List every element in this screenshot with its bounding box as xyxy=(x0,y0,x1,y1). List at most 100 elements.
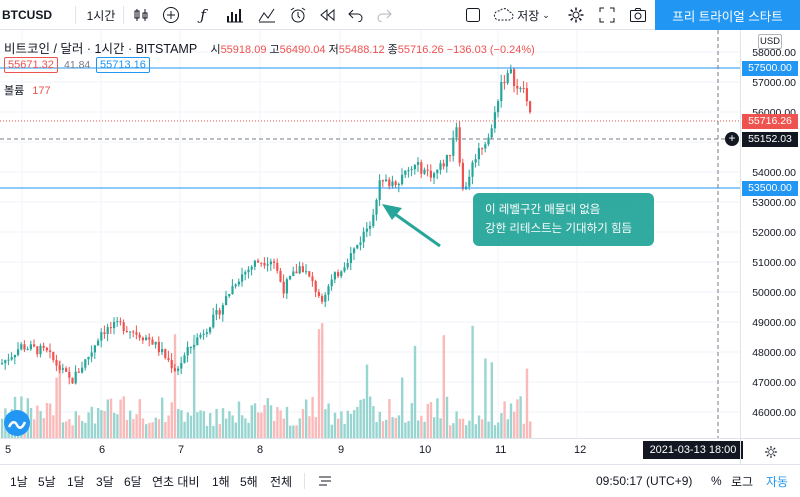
volume-bar xyxy=(81,421,84,438)
auto-toggle[interactable]: 자동 xyxy=(766,474,789,489)
candle-body xyxy=(295,271,298,274)
price-axis[interactable] xyxy=(740,30,800,438)
candle-body xyxy=(241,274,244,282)
volume-bar xyxy=(401,377,404,438)
plus-circle-icon[interactable] xyxy=(160,0,182,30)
camera-icon[interactable] xyxy=(626,0,650,30)
volume-bar xyxy=(292,425,295,438)
range-1d[interactable]: 1날 xyxy=(10,474,28,489)
candle-body xyxy=(365,228,368,232)
candles xyxy=(1,64,532,385)
sell-price[interactable]: 55671.32 xyxy=(4,57,58,73)
range-6m[interactable]: 6달 xyxy=(124,474,142,489)
candle-body xyxy=(343,267,346,272)
undo-icon[interactable] xyxy=(346,0,366,30)
candle-body xyxy=(193,345,196,347)
volume-bar xyxy=(189,415,193,438)
volume-bar xyxy=(407,420,410,438)
percent-toggle[interactable]: % xyxy=(711,474,722,488)
candle-body xyxy=(394,181,397,186)
buy-price[interactable]: 55713.16 xyxy=(96,57,150,73)
fx-icon[interactable]: ƒ xyxy=(200,6,206,24)
volume-bar xyxy=(97,407,100,438)
settings-icon[interactable] xyxy=(764,445,778,459)
volume-bar xyxy=(244,418,247,438)
volume-bar xyxy=(49,403,52,438)
clock-timezone[interactable]: 09:50:17 (UTC+9) xyxy=(596,474,693,488)
volume-bar xyxy=(410,403,413,438)
redo-icon[interactable] xyxy=(374,0,394,30)
range-5y[interactable]: 5해 xyxy=(240,474,258,489)
candle-body xyxy=(449,154,452,156)
volume-bar xyxy=(289,425,292,438)
range-3m[interactable]: 3달 xyxy=(96,474,114,489)
candle-body xyxy=(225,296,228,306)
spread-value: 41.84 xyxy=(64,59,91,71)
volume-bar xyxy=(465,425,468,438)
candle-body xyxy=(122,322,125,332)
volume-bar xyxy=(74,411,77,438)
alarm-icon[interactable] xyxy=(287,0,309,30)
volume-bar xyxy=(260,412,263,438)
replay-icon[interactable] xyxy=(316,0,338,30)
log-toggle[interactable]: 로그 xyxy=(731,474,754,489)
candle-body xyxy=(317,291,320,297)
candle-body xyxy=(45,347,48,351)
candle-body xyxy=(39,345,42,355)
range-all[interactable]: 전체 xyxy=(270,474,293,489)
tradingview-logo-icon[interactable] xyxy=(4,410,30,436)
candle-body xyxy=(221,305,224,315)
volume-bar xyxy=(474,424,477,438)
volume-legend[interactable]: 볼륨 177 xyxy=(4,82,51,98)
candle-body xyxy=(10,357,13,360)
candle-body xyxy=(279,270,282,282)
candle-body xyxy=(202,333,205,335)
volume-bar xyxy=(458,418,461,438)
candle-body xyxy=(263,262,266,266)
save-button[interactable]: 저장 ⌄ xyxy=(492,0,550,30)
symbol-title[interactable]: 비트코인 / 달러 · 1시간 · BITSTAMP xyxy=(4,42,197,56)
candle-body xyxy=(513,69,516,86)
currency-label[interactable]: USD xyxy=(758,34,782,49)
volume-bar xyxy=(417,420,420,438)
volume-bar xyxy=(247,422,250,438)
candle-body xyxy=(125,331,128,333)
volume-bar xyxy=(490,362,493,438)
chart-settings-corner[interactable] xyxy=(740,438,800,464)
price-label: 58000.00 xyxy=(752,47,796,59)
goto-date-icon[interactable] xyxy=(318,465,332,497)
volume-bar xyxy=(317,329,321,438)
volume-bar xyxy=(311,396,314,438)
fullscreen-icon[interactable] xyxy=(595,0,619,30)
candle-body xyxy=(487,137,490,145)
interval-selector[interactable]: 1시간 xyxy=(86,8,116,23)
candles-icon[interactable] xyxy=(130,0,152,30)
candle-body xyxy=(141,337,144,341)
annotation-callout[interactable]: 이 레벨구간 매물대 없음 강한 리테스트는 기대하기 힘듬 xyxy=(473,193,654,246)
range-1y[interactable]: 1해 xyxy=(212,474,230,489)
price-label: 48000.00 xyxy=(752,347,796,359)
range-5d[interactable]: 5날 xyxy=(38,474,56,489)
symbol-search[interactable]: BTCUSD xyxy=(2,8,52,22)
volume-bar xyxy=(209,413,212,438)
volume-bar xyxy=(106,399,109,438)
square-icon[interactable] xyxy=(462,0,484,30)
time-axis[interactable] xyxy=(0,438,740,464)
candle-body xyxy=(228,294,231,297)
settings-icon[interactable] xyxy=(564,0,588,30)
volume-bar xyxy=(100,410,103,438)
indicators-icon[interactable] xyxy=(224,0,246,30)
templates-icon[interactable] xyxy=(256,0,278,30)
volume-value: 177 xyxy=(32,85,51,97)
range-1m[interactable]: 1달 xyxy=(67,474,85,489)
candle-body xyxy=(205,332,208,334)
range-ytd[interactable]: 연초 대비 xyxy=(152,474,200,489)
candle-body xyxy=(333,272,336,280)
free-trial-button[interactable]: 프리 트라이얼 스타트 xyxy=(655,0,800,30)
volume-bar xyxy=(199,410,202,438)
volume-bar xyxy=(87,412,90,438)
add-order-plus-icon[interactable]: + xyxy=(725,132,739,146)
close-value: 55716.26 xyxy=(397,44,444,56)
candle-body xyxy=(285,279,288,294)
candle-body xyxy=(522,88,525,90)
